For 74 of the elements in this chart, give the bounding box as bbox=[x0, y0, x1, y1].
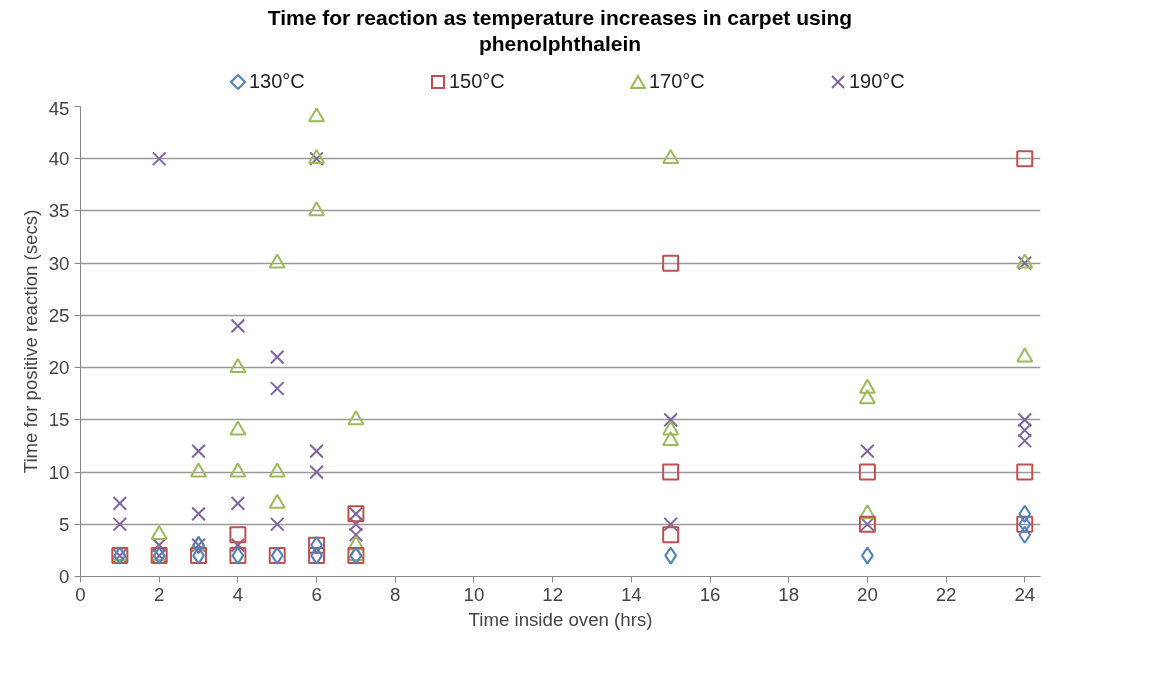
x-tick-label: 12 bbox=[542, 583, 564, 605]
point bbox=[662, 420, 680, 436]
point bbox=[112, 516, 128, 532]
x-tick-label: 6 bbox=[311, 583, 322, 605]
y-tick-label: 5 bbox=[59, 513, 70, 535]
point bbox=[229, 420, 247, 436]
x-tick-label: 8 bbox=[390, 583, 401, 605]
x-tick-label: 4 bbox=[232, 583, 244, 605]
x-tick-label: 20 bbox=[857, 583, 878, 605]
point bbox=[1016, 463, 1034, 481]
point bbox=[347, 409, 365, 425]
point bbox=[269, 516, 285, 532]
point bbox=[112, 495, 128, 511]
legend-label: 190°C bbox=[849, 70, 905, 92]
legend-label: 170°C bbox=[649, 70, 705, 92]
point bbox=[663, 412, 679, 427]
point bbox=[348, 516, 364, 532]
point bbox=[1017, 432, 1033, 448]
y-tick-label: 0 bbox=[59, 565, 70, 587]
point bbox=[347, 535, 365, 551]
x-axis-title: Time inside oven (hrs) bbox=[468, 608, 653, 630]
x-tick-label: 10 bbox=[463, 583, 485, 605]
point bbox=[308, 200, 326, 216]
point bbox=[268, 253, 286, 269]
x-tick-label: 18 bbox=[778, 583, 800, 605]
y-tick-label: 10 bbox=[48, 461, 70, 483]
point bbox=[230, 495, 246, 511]
point bbox=[662, 148, 680, 164]
y-tick-label: 25 bbox=[48, 304, 70, 326]
x-tick-label: 24 bbox=[1014, 583, 1036, 605]
y-tick-label: 40 bbox=[48, 147, 70, 169]
point bbox=[269, 349, 285, 365]
x-tick-label: 0 bbox=[75, 583, 86, 605]
point bbox=[1018, 504, 1032, 523]
point bbox=[662, 463, 680, 481]
point bbox=[151, 150, 167, 166]
y-tick-label: 35 bbox=[48, 200, 70, 222]
point bbox=[191, 506, 206, 521]
point bbox=[1016, 149, 1034, 167]
point bbox=[229, 525, 247, 543]
legend-label: 150°C bbox=[449, 70, 505, 92]
point bbox=[191, 443, 206, 459]
point bbox=[1017, 422, 1033, 438]
point bbox=[858, 463, 876, 481]
point bbox=[662, 525, 680, 543]
point bbox=[858, 388, 876, 404]
point bbox=[860, 443, 875, 459]
point bbox=[308, 106, 326, 122]
point bbox=[309, 443, 324, 459]
legend-label: 130°C bbox=[249, 70, 305, 92]
y-tick-label: 45 bbox=[48, 97, 70, 119]
x-tick-label: 14 bbox=[620, 583, 642, 605]
point bbox=[663, 516, 679, 532]
point bbox=[229, 357, 247, 373]
x-tick-label: 2 bbox=[154, 583, 165, 605]
point bbox=[268, 493, 286, 509]
point bbox=[1016, 347, 1034, 363]
point bbox=[662, 254, 680, 272]
point bbox=[269, 380, 285, 396]
point bbox=[230, 318, 246, 333]
y-tick-label: 30 bbox=[48, 252, 70, 274]
y-tick-label: 15 bbox=[48, 408, 70, 430]
x-tick-label: 22 bbox=[935, 583, 957, 605]
point bbox=[662, 430, 680, 446]
point bbox=[348, 526, 364, 542]
point bbox=[858, 378, 876, 394]
y-axis-title: Time for positive reaction (secs) bbox=[19, 209, 41, 473]
x-tick-label: 16 bbox=[699, 583, 721, 605]
point bbox=[1018, 525, 1032, 544]
point bbox=[309, 464, 324, 479]
y-tick-label: 20 bbox=[48, 356, 70, 378]
point bbox=[230, 537, 246, 553]
chart-title: Time for reaction as temperature increases in carpet using phenolphthalein bbox=[267, 5, 853, 57]
point bbox=[1017, 412, 1033, 427]
